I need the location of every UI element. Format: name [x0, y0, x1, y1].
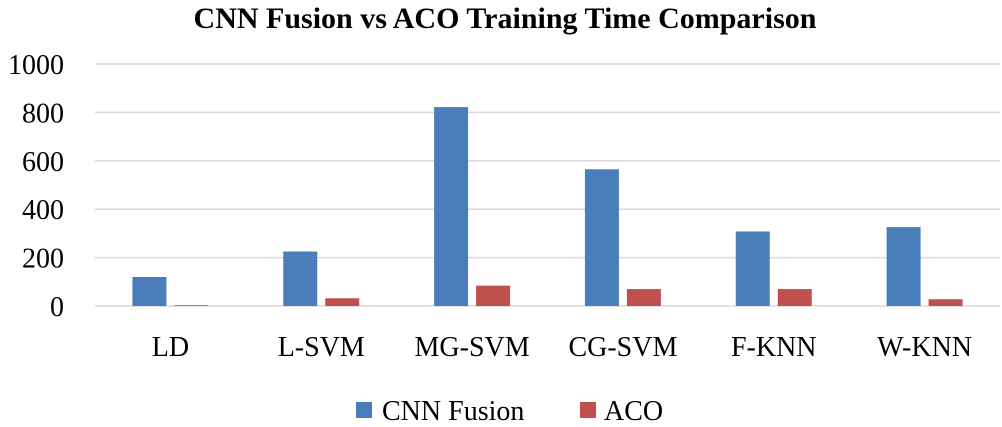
y-tick-label: 0 [50, 292, 64, 323]
y-tick-label: 800 [22, 98, 64, 129]
bar-cnn-fusion-f-knn [735, 231, 770, 306]
y-tick-label: 1000 [8, 50, 64, 81]
bar-cnn-fusion-l-svm [283, 251, 318, 306]
x-category-label: F-KNN [731, 332, 817, 363]
y-axis-ticks: 0 200 400 600 800 1000 [8, 50, 64, 323]
gridlines [95, 63, 1000, 307]
x-category-label: CG-SVM [568, 332, 677, 363]
bar-cnn-fusion-w-knn [886, 227, 921, 306]
legend-swatch-cnn-fusion [356, 402, 372, 418]
legend-label: CNN Fusion [382, 396, 524, 427]
bar-aco-mg-svm [476, 285, 511, 306]
bars [132, 107, 963, 307]
x-axis-categories: LD L-SVM MG-SVM CG-SVM F-KNN W-KNN [152, 332, 972, 363]
bar-cnn-fusion-ld [132, 276, 167, 306]
bar-cnn-fusion-cg-svm [584, 169, 619, 306]
x-category-label: MG-SVM [415, 332, 530, 363]
bar-aco-f-knn [777, 289, 812, 306]
x-category-label: W-KNN [877, 332, 972, 363]
y-tick-label: 200 [22, 244, 64, 275]
x-category-label: L-SVM [278, 332, 365, 363]
x-category-label: LD [152, 332, 189, 363]
bar-aco-l-svm [325, 298, 360, 306]
bar-aco-w-knn [928, 299, 963, 306]
y-tick-label: 600 [22, 147, 64, 178]
legend-swatch-aco [580, 402, 596, 418]
legend-label: ACO [604, 396, 663, 427]
bar-aco-ld [174, 305, 209, 306]
y-tick-label: 400 [22, 195, 64, 226]
legend: CNN Fusion ACO [356, 396, 663, 427]
bar-cnn-fusion-mg-svm [434, 107, 469, 307]
chart-title: CNN Fusion vs ACO Training Time Comparis… [194, 2, 817, 35]
bar-aco-cg-svm [626, 289, 661, 306]
